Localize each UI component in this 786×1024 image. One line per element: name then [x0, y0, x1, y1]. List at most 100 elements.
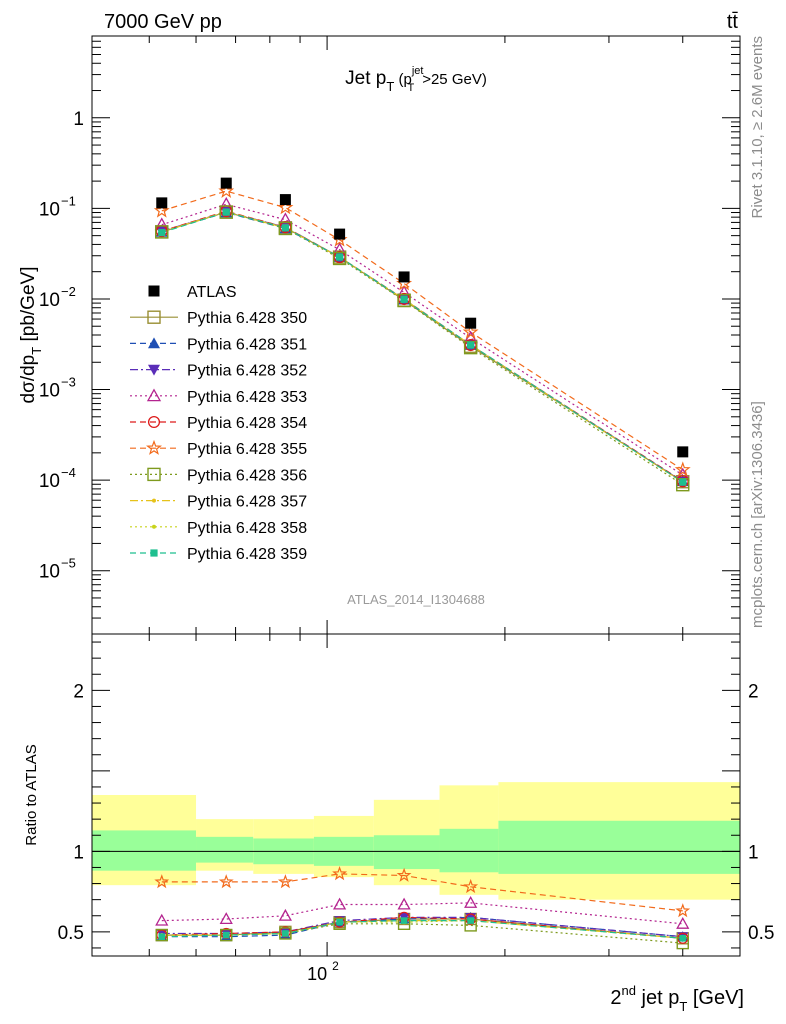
- main-title: Jet pT (pjet T >25 GeV): [345, 65, 487, 94]
- xlabel-b: jet p: [636, 987, 679, 1009]
- mc-point: [158, 229, 166, 237]
- legend-marker: [150, 549, 158, 557]
- ratio-point: [158, 933, 166, 940]
- mc-point: [400, 295, 408, 303]
- title-sub: T: [386, 79, 394, 94]
- x-axis-label: 2nd jet pT [GeV]: [610, 983, 744, 1014]
- ratio-point: [277, 874, 293, 889]
- ratio-y-tick-label: 2: [73, 681, 84, 702]
- atlas-data-point: [465, 317, 477, 329]
- legend-entry: Pythia 6.428 352: [130, 363, 307, 380]
- mc-point: [155, 225, 169, 239]
- ratio-series-line: [161, 873, 683, 912]
- legend-marker: [146, 388, 162, 402]
- atlas-data-point: [220, 177, 232, 189]
- ratio-point: [332, 897, 347, 910]
- ratio-series-line: [161, 902, 683, 925]
- y-tick-label-exp: −4: [61, 465, 76, 480]
- legend-entry: Pythia 6.428 358: [130, 520, 307, 537]
- ratio-point: [333, 917, 346, 930]
- mc-point: [462, 323, 479, 339]
- legend-entry: ATLAS: [148, 284, 237, 301]
- rivet-label: Rivet 3.1.10, ≥ 2.6M events: [749, 36, 766, 219]
- legend-marker-data: [148, 285, 160, 297]
- y-tick-label: 10: [39, 562, 60, 583]
- ratio-point: [676, 916, 690, 929]
- uncertainty-band-inner: [92, 830, 197, 871]
- ratio-ylabel: Ratio to ATLAS: [23, 744, 40, 845]
- xlabel-sup: nd: [622, 983, 636, 998]
- y-tick-label: 10: [39, 199, 60, 220]
- legend-marker: [147, 310, 161, 324]
- ratio-point: [155, 913, 169, 926]
- legend-label: Pythia 6.428 350: [187, 310, 307, 327]
- legend-entry: Pythia 6.428 353: [130, 388, 307, 406]
- legend-entry: Pythia 6.428 357: [130, 494, 307, 511]
- ratio-point: [396, 867, 412, 882]
- ratio-point: [400, 917, 408, 924]
- legend-marker: [152, 524, 156, 529]
- atlas-data-point: [156, 197, 168, 209]
- atlas-data-point: [334, 228, 346, 240]
- ratio-point: [222, 931, 230, 939]
- legend-marker: [147, 467, 161, 482]
- y-tick-label: 10: [39, 381, 60, 402]
- atlas-data-point: [398, 271, 410, 283]
- ratio-point: [155, 928, 168, 942]
- legend-entry: Pythia 6.428 355: [130, 439, 307, 458]
- legend-marker: [148, 337, 160, 349]
- title-main: Jet p: [345, 68, 386, 89]
- ratio-y-tick-label: 0.5: [58, 923, 84, 944]
- mc-point: [336, 253, 344, 261]
- xlabel-a: 2: [610, 987, 621, 1009]
- legend-marker: [148, 364, 160, 376]
- x-tick-label-exp: 2: [332, 959, 339, 973]
- ratio-point: [675, 903, 691, 918]
- y-tick-label-exp: −5: [61, 556, 76, 571]
- y-tick-label-exp: −2: [61, 284, 76, 299]
- ratio-point: [282, 930, 289, 937]
- title-cond-close: >25 GeV): [422, 71, 487, 88]
- x-tick-label: 10: [307, 964, 327, 984]
- ratio-point: [465, 913, 477, 925]
- mc-point: [277, 199, 294, 215]
- ratio-point: [278, 908, 292, 921]
- main-ylabel: dσ/dpT [pb/GeV]: [18, 267, 44, 404]
- y-tick-label-exp: −3: [61, 375, 76, 390]
- legend-marker: [152, 498, 156, 503]
- legend-entry: Pythia 6.428 351: [130, 336, 307, 353]
- y-tick-label: 10: [39, 471, 60, 492]
- mcplots-label: mcplots.cern.ch [arXiv:1306.3436]: [749, 401, 766, 628]
- analysis-watermark: ATLAS_2014_I1304688: [347, 592, 485, 607]
- ratio-point: [467, 917, 474, 924]
- mc-point: [281, 224, 289, 232]
- uncertainty-band-inner: [373, 835, 440, 870]
- legend-marker: [146, 439, 162, 455]
- legend-label: Pythia 6.428 351: [187, 336, 307, 353]
- ylabel-main: dσ/dp: [18, 355, 39, 404]
- mc-point: [219, 205, 233, 219]
- legend-label: ATLAS: [187, 284, 237, 301]
- legend-label: Pythia 6.428 358: [187, 520, 307, 537]
- mc-point: [278, 221, 293, 236]
- ratio-y-tick-label-right: 0.5: [748, 923, 774, 944]
- mc-point: [397, 293, 411, 308]
- ratio-point: [679, 934, 687, 942]
- ratio-point: [336, 918, 343, 926]
- xlabel-unit: [GeV]: [687, 987, 744, 1009]
- mc-series-line: [161, 203, 684, 476]
- ylabel-sub: T: [29, 347, 44, 355]
- title-cond-sub: T: [407, 82, 414, 94]
- atlas-data-point: [279, 194, 291, 206]
- ratio-point: [279, 927, 292, 940]
- y-tick-label: 1: [73, 109, 84, 130]
- legend-label: Pythia 6.428 354: [187, 415, 307, 432]
- mc-point: [153, 202, 170, 218]
- mc-point: [679, 478, 687, 486]
- ratio-plot-frame: [91, 633, 741, 957]
- ratio-series-line: [161, 923, 683, 944]
- ratio-y-tick-label-right: 2: [748, 681, 759, 702]
- xlabel-sub: T: [679, 999, 687, 1014]
- y-tick-label: 10: [39, 290, 60, 311]
